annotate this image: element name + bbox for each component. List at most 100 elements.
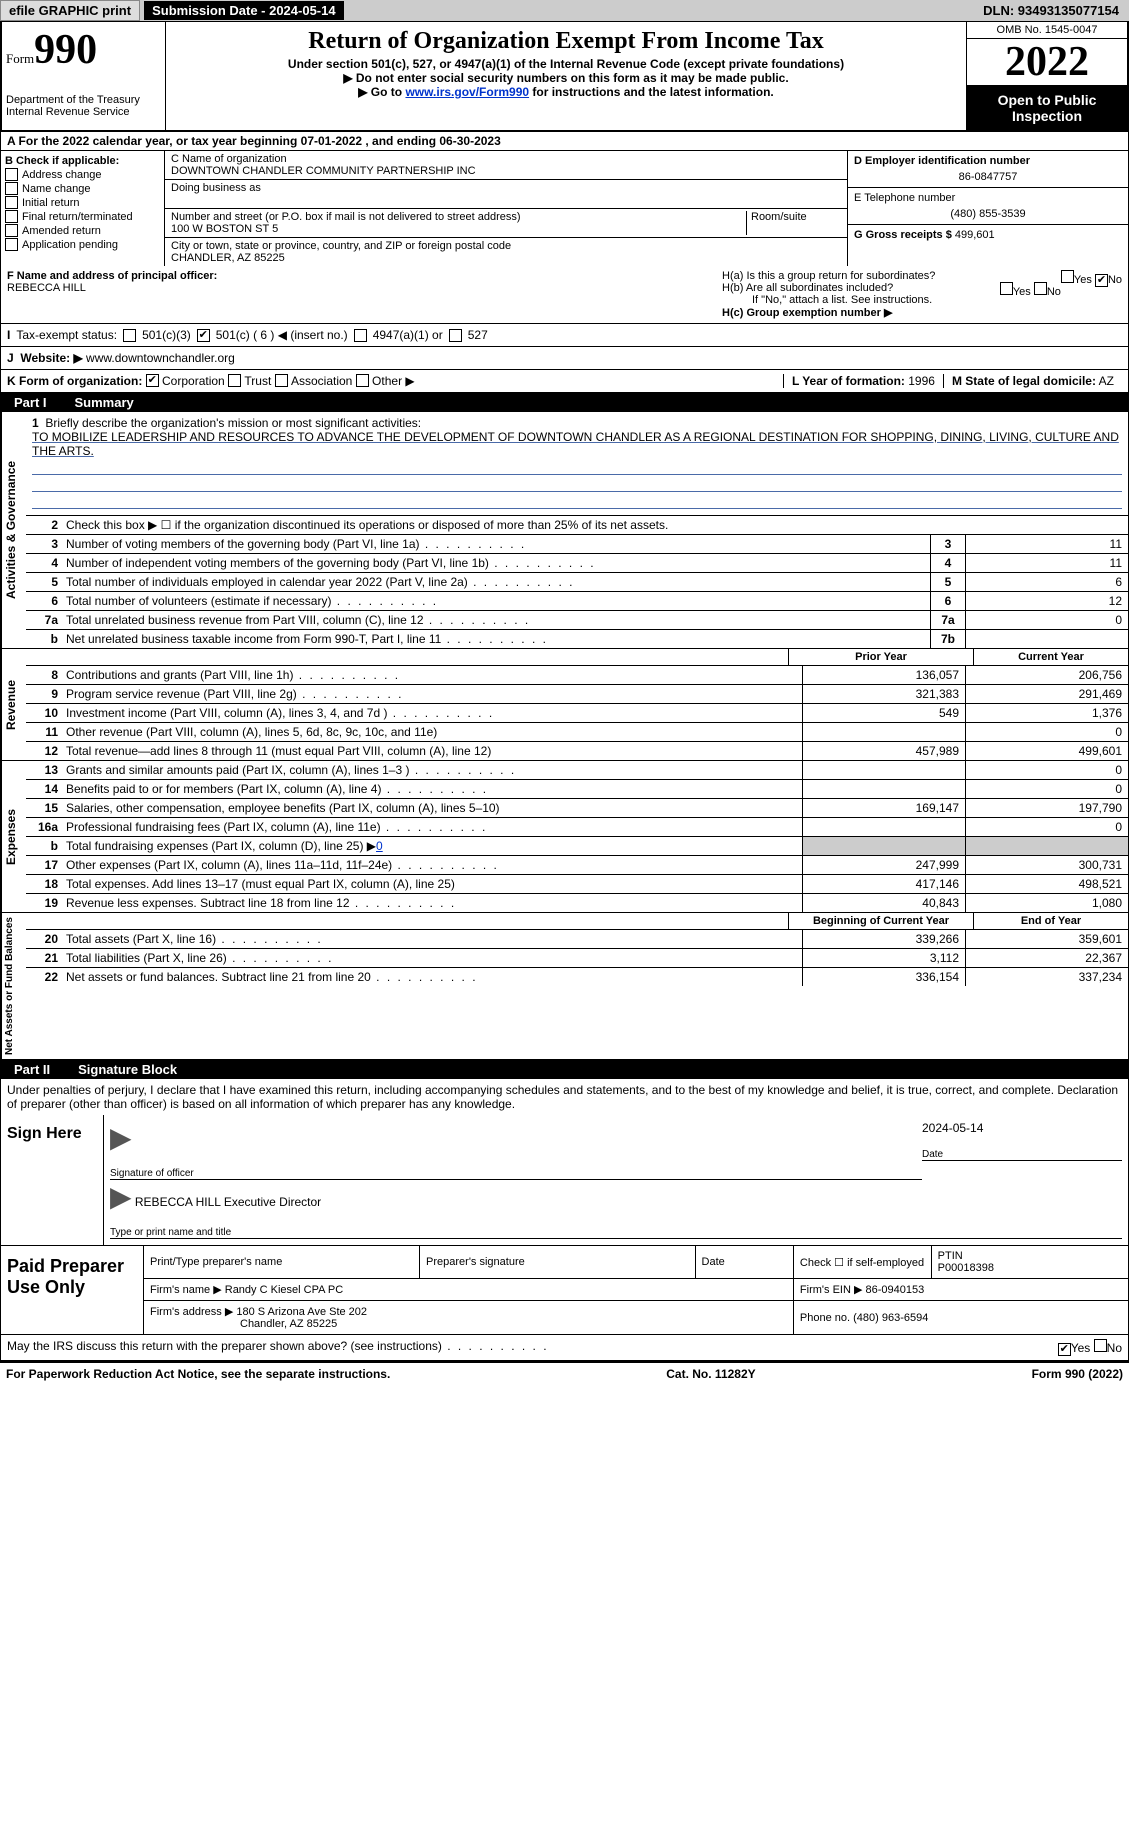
form-subtitle: Under section 501(c), 527, or 4947(a)(1)…: [170, 57, 962, 71]
part1-header: Part I Summary: [0, 393, 1129, 412]
footer-left: For Paperwork Reduction Act Notice, see …: [6, 1367, 390, 1381]
row-i-tax-status: I Tax-exempt status: 501(c)(3) 501(c) ( …: [0, 324, 1129, 347]
hb-no[interactable]: [1034, 282, 1047, 295]
omb-number: OMB No. 1545-0047: [967, 22, 1127, 39]
dln-label: DLN: 93493135077154: [983, 3, 1129, 18]
officer-name: REBECCA HILL: [7, 282, 86, 294]
section-d-label: D Employer identification number: [854, 155, 1122, 167]
vlabel-expenses: Expenses: [1, 761, 26, 912]
col-begin-year: Beginning of Current Year: [788, 913, 973, 929]
irs-label: Internal Revenue Service: [6, 106, 161, 118]
top-toolbar: efile GRAPHIC print Submission Date - 20…: [0, 0, 1129, 22]
line-7a-val: 0: [965, 611, 1128, 629]
perjury-text: Under penalties of perjury, I declare th…: [1, 1079, 1128, 1115]
firm-addr2: Chandler, AZ 85225: [150, 1318, 337, 1330]
city-label: City or town, state or province, country…: [171, 240, 841, 252]
section-e-label: E Telephone number: [854, 192, 1122, 204]
entity-block: B Check if applicable: Address change Na…: [0, 151, 1129, 266]
firm-name: Randy C Kiesel CPA PC: [225, 1284, 343, 1296]
ha-yes[interactable]: [1061, 270, 1074, 283]
form-title: Return of Organization Exempt From Incom…: [170, 28, 962, 55]
efile-print-button[interactable]: efile GRAPHIC print: [0, 0, 140, 21]
hb-yes[interactable]: [1000, 282, 1013, 295]
dept-label: Department of the Treasury: [6, 94, 161, 106]
mission-prompt: Briefly describe the organization's miss…: [45, 416, 421, 430]
org-name: DOWNTOWN CHANDLER COMMUNITY PARTNERSHIP …: [171, 165, 841, 177]
line-3-val: 11: [965, 535, 1128, 553]
discuss-yes[interactable]: [1058, 1343, 1071, 1356]
col-current-year: Current Year: [973, 649, 1128, 665]
part2-header: Part II Signature Block: [0, 1060, 1129, 1079]
irs-link[interactable]: www.irs.gov/Form990: [405, 85, 529, 99]
section-g-label: G Gross receipts $: [854, 229, 952, 241]
chk-other[interactable]: [356, 374, 369, 387]
ptin-val: P00018398: [938, 1262, 994, 1274]
check-name-change[interactable]: Name change: [5, 182, 160, 195]
line-5-val: 6: [965, 573, 1128, 591]
vlabel-activities: Activities & Governance: [1, 412, 26, 648]
col-prior-year: Prior Year: [788, 649, 973, 665]
sig-date-label: Date: [922, 1149, 1122, 1161]
check-final-return[interactable]: Final return/terminated: [5, 210, 160, 223]
preparer-title: Paid Preparer Use Only: [1, 1246, 144, 1334]
row-j-website: J Website: ▶ www.downtownchandler.org: [0, 347, 1129, 370]
sig-date: 2024-05-14: [922, 1121, 1122, 1135]
form-word: Form: [6, 51, 34, 66]
row-k-form-org: K Form of organization: Corporation Trus…: [0, 370, 1129, 393]
line-2: Check this box ▶ ☐ if the organization d…: [62, 516, 1128, 534]
col-end-year: End of Year: [973, 913, 1128, 929]
chk-trust[interactable]: [228, 374, 241, 387]
state-domicile: AZ: [1099, 374, 1114, 388]
tax-year: 2022: [967, 39, 1127, 86]
discuss-no[interactable]: [1094, 1339, 1107, 1352]
gross-receipts: 499,601: [955, 229, 995, 241]
page-footer: For Paperwork Reduction Act Notice, see …: [0, 1361, 1129, 1385]
chk-501c3[interactable]: [123, 329, 136, 342]
chk-527[interactable]: [449, 329, 462, 342]
city-value: CHANDLER, AZ 85225: [171, 252, 841, 264]
sig-officer-label: Signature of officer: [110, 1168, 922, 1180]
firm-phone: (480) 963-6594: [853, 1312, 928, 1324]
section-c-label: C Name of organization: [171, 153, 841, 165]
hb-label: H(b) Are all subordinates included?: [722, 282, 893, 294]
firm-addr1: 180 S Arizona Ave Ste 202: [236, 1306, 367, 1318]
prep-h4a: Check ☐ if self-employed: [793, 1246, 931, 1279]
section-b-label: B Check if applicable:: [5, 155, 160, 167]
open-to-public: Open to Public Inspection: [967, 86, 1127, 130]
mission-text: TO MOBILIZE LEADERSHIP AND RESOURCES TO …: [32, 430, 1119, 458]
ein-value: 86-0847757: [854, 171, 1122, 183]
chk-corporation[interactable]: [146, 374, 159, 387]
check-address-change[interactable]: Address change: [5, 168, 160, 181]
prep-h3: Date: [695, 1246, 793, 1279]
line-6-val: 12: [965, 592, 1128, 610]
signature-block: Under penalties of perjury, I declare th…: [0, 1079, 1129, 1246]
sig-name-label: Type or print name and title: [110, 1227, 1122, 1239]
chk-4947[interactable]: [354, 329, 367, 342]
row-a-tax-year: A For the 2022 calendar year, or tax yea…: [0, 132, 1129, 151]
year-formation: 1996: [908, 374, 935, 388]
chk-501c[interactable]: [197, 329, 210, 342]
room-suite-label: Room/suite: [751, 211, 841, 223]
footer-center: Cat. No. 11282Y: [666, 1367, 755, 1381]
ha-no[interactable]: [1095, 274, 1108, 287]
form-header: Form990 Department of the Treasury Inter…: [0, 22, 1129, 132]
prep-h1: Print/Type preparer's name: [144, 1246, 420, 1279]
firm-ein: 86-0940153: [865, 1284, 924, 1296]
submission-date-label: Submission Date - 2024-05-14: [144, 1, 344, 20]
prep-h2: Preparer's signature: [420, 1246, 696, 1279]
preparer-block: Paid Preparer Use Only Print/Type prepar…: [0, 1246, 1129, 1335]
check-amended-return[interactable]: Amended return: [5, 224, 160, 237]
chk-association[interactable]: [275, 374, 288, 387]
hb-note: If "No," attach a list. See instructions…: [722, 294, 1122, 306]
hc-label: H(c) Group exemption number ▶: [722, 307, 892, 319]
street-label: Number and street (or P.O. box if mail i…: [171, 211, 746, 223]
ha-label: H(a) Is this a group return for subordin…: [722, 270, 935, 282]
discuss-row: May the IRS discuss this return with the…: [0, 1335, 1129, 1361]
line-4-val: 11: [965, 554, 1128, 572]
check-initial-return[interactable]: Initial return: [5, 196, 160, 209]
check-application-pending[interactable]: Application pending: [5, 238, 160, 251]
dba-label: Doing business as: [171, 182, 841, 194]
sig-name: REBECCA HILL Executive Director: [135, 1195, 321, 1209]
form-number: 990: [34, 27, 97, 73]
form-note-1: ▶ Do not enter social security numbers o…: [170, 71, 962, 85]
